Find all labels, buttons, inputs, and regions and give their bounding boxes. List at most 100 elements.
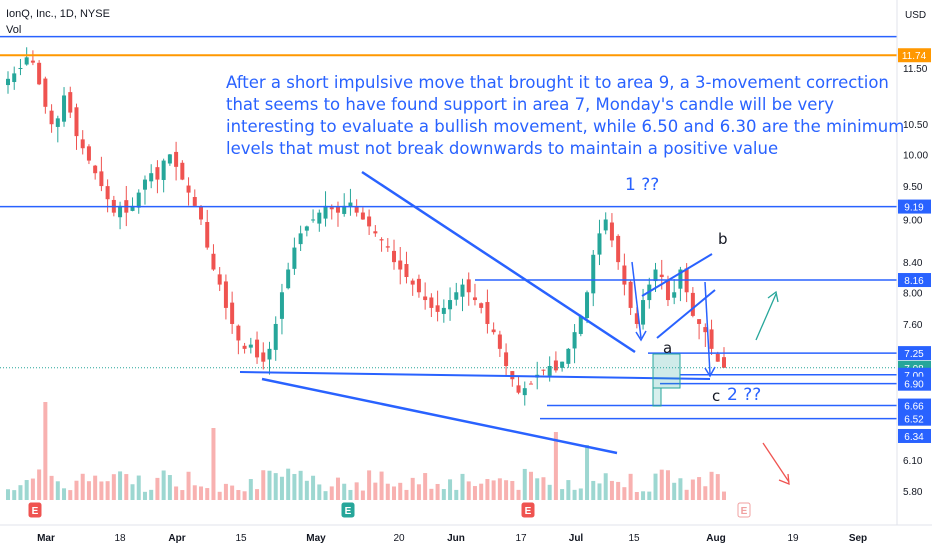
candle-body [105, 186, 110, 200]
volume-bar [398, 482, 403, 500]
volume-bar [323, 491, 328, 500]
candle-body [566, 348, 571, 364]
volume-bar [609, 480, 614, 500]
earnings-marker [341, 502, 355, 518]
candle-body [410, 280, 415, 285]
candle-body [255, 339, 260, 358]
candle-body [485, 302, 490, 324]
wave-label-2: 2 ?? [727, 385, 762, 405]
volume-bar [354, 482, 359, 500]
candle-body [448, 300, 453, 310]
volume-bar [217, 491, 222, 500]
price-tick-label: 10.00 [903, 150, 928, 161]
candle-body [491, 329, 496, 333]
price-label-box [898, 273, 931, 288]
candle-body [541, 369, 546, 371]
volume-bar [24, 480, 29, 500]
volume-label: Vol [6, 24, 22, 36]
candle-body [578, 315, 583, 334]
volume-bar [722, 491, 726, 500]
volume-bar [404, 489, 409, 500]
candle-body [516, 385, 521, 393]
volume-bar [566, 480, 571, 500]
candle-body [335, 206, 340, 213]
candle-body [149, 173, 154, 182]
candle-body [622, 265, 627, 285]
price-tick-label: 9.00 [903, 215, 923, 226]
volume-bar [311, 475, 316, 500]
price-tick-label: 5.80 [903, 487, 923, 498]
volume-bar [155, 477, 160, 500]
candle-body [585, 292, 590, 319]
candle-body [267, 348, 272, 360]
bearish-arrow-shaft [762, 442, 790, 483]
volume-bar [205, 488, 210, 500]
support-zone-extension [652, 387, 662, 407]
price-tick-label: 6.10 [903, 456, 923, 467]
candle-body [329, 207, 334, 210]
candle-body [522, 388, 527, 396]
volume-bar [292, 473, 297, 500]
wave-label-a: a [663, 339, 673, 357]
wave-arrow-1-head [635, 330, 647, 342]
candle-body [30, 60, 35, 63]
volume-bar [510, 480, 515, 500]
candle-body [348, 202, 353, 207]
wave-label-c: c [712, 387, 721, 405]
support-trendline-lower [261, 377, 618, 455]
volume-bar [416, 484, 421, 500]
time-tick-label: 18 [114, 533, 126, 544]
volume-bar [541, 477, 546, 500]
candle-body [497, 334, 502, 349]
volume-bar [690, 479, 695, 500]
volume-bar [641, 491, 646, 500]
volume-bar [124, 474, 129, 500]
candle-body [472, 297, 477, 301]
volume-bar [672, 482, 677, 500]
candle-body [703, 327, 708, 333]
candle-body [180, 162, 185, 180]
volume-bar [161, 470, 166, 500]
support-trendline-upper [239, 371, 711, 380]
volume-bar [74, 480, 79, 500]
volume-bar [136, 475, 141, 500]
volume-bar [68, 490, 73, 500]
candle-body [62, 95, 67, 122]
earnings-marker-label: E [741, 506, 748, 517]
volume-bar [12, 490, 17, 500]
time-tick-label: Sep [849, 533, 867, 544]
volume-bar [43, 402, 48, 500]
volume-bar [703, 486, 708, 500]
volume-bar [180, 490, 185, 500]
volume-bar [497, 478, 502, 500]
candle-body [609, 222, 614, 241]
wave-label-1: 1 ?? [625, 175, 660, 195]
candle-body [697, 319, 702, 324]
time-tick-label: Mar [37, 533, 55, 544]
volume-bar [410, 477, 415, 500]
volume-bar [273, 473, 278, 500]
time-tick-label: 19 [787, 533, 799, 544]
candle-body [192, 197, 197, 206]
candle-body [136, 192, 141, 208]
candle-body [616, 235, 621, 263]
price-tick-label: 7.60 [903, 320, 923, 331]
volume-bar [86, 481, 91, 500]
candle-body [223, 281, 228, 308]
time-tick-label: 20 [393, 533, 405, 544]
candle-body [591, 254, 596, 294]
volume-bar [547, 484, 552, 500]
candle-body [572, 332, 577, 349]
candle-body [118, 205, 123, 218]
volume-bar [242, 491, 247, 500]
volume-bar [49, 475, 54, 500]
volume-bar [6, 489, 10, 500]
candle-body [80, 139, 85, 149]
candle-body [678, 269, 683, 289]
drawings-layer [239, 170, 790, 486]
candle-body [304, 226, 309, 231]
bullish-arrow-shaft [755, 293, 777, 341]
volume-bar [267, 470, 272, 500]
volume-bar [423, 473, 428, 500]
horizontal-levels-layer [0, 35, 897, 420]
